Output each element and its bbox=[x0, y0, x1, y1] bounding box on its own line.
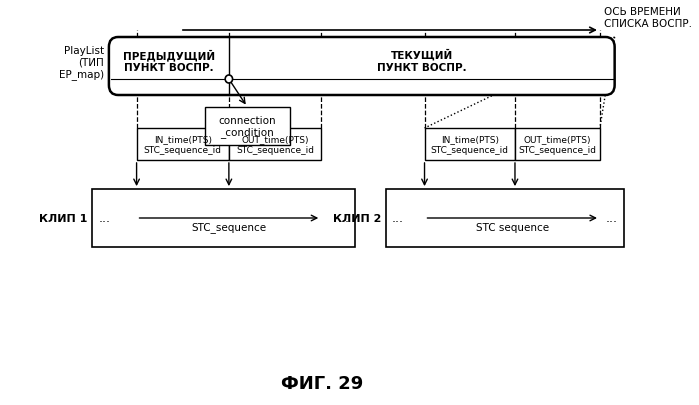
Text: ...: ... bbox=[391, 212, 404, 225]
Text: ТЕКУЩИЙ
ПУНКТ ВОСПР.: ТЕКУЩИЙ ПУНКТ ВОСПР. bbox=[377, 49, 466, 72]
Text: IN_time(PTS)
STC_sequence_id: IN_time(PTS) STC_sequence_id bbox=[431, 135, 509, 154]
Text: connection
_condition: connection _condition bbox=[219, 115, 276, 138]
Text: OUT_time(PTS)
STC_sequence_id: OUT_time(PTS) STC_sequence_id bbox=[519, 135, 596, 154]
Text: ПРЕДЫДУЩИЙ
ПУНКТ ВОСПР.: ПРЕДЫДУЩИЙ ПУНКТ ВОСПР. bbox=[123, 49, 215, 72]
Text: ...: ... bbox=[606, 212, 618, 225]
Bar bbox=[92, 190, 355, 247]
Bar bbox=[136, 129, 229, 161]
Bar bbox=[386, 190, 624, 247]
FancyBboxPatch shape bbox=[109, 38, 614, 96]
Text: ...: ... bbox=[338, 212, 350, 225]
Text: КЛИП 2: КЛИП 2 bbox=[333, 213, 381, 224]
Text: КЛИП 1: КЛИП 1 bbox=[39, 213, 87, 224]
Bar bbox=[424, 129, 515, 161]
Text: ОСЬ ВРЕМЕНИ
СПИСКА ВОСПР.: ОСЬ ВРЕМЕНИ СПИСКА ВОСПР. bbox=[605, 7, 693, 29]
Text: ФИГ. 29: ФИГ. 29 bbox=[282, 374, 363, 392]
Text: OUT_time(PTS)
STC_sequence_id: OUT_time(PTS) STC_sequence_id bbox=[236, 135, 314, 154]
Bar bbox=[515, 129, 600, 161]
Circle shape bbox=[225, 76, 233, 84]
Text: STC_sequence: STC_sequence bbox=[192, 222, 266, 233]
Text: ...: ... bbox=[99, 212, 110, 225]
Bar bbox=[229, 129, 321, 161]
Text: PlayList
(ТИП
EP_map): PlayList (ТИП EP_map) bbox=[59, 46, 104, 80]
Text: IN_time(PTS)
STC_sequence_id: IN_time(PTS) STC_sequence_id bbox=[144, 135, 222, 154]
Bar bbox=[205, 108, 290, 146]
Text: STC sequence: STC sequence bbox=[475, 222, 549, 232]
